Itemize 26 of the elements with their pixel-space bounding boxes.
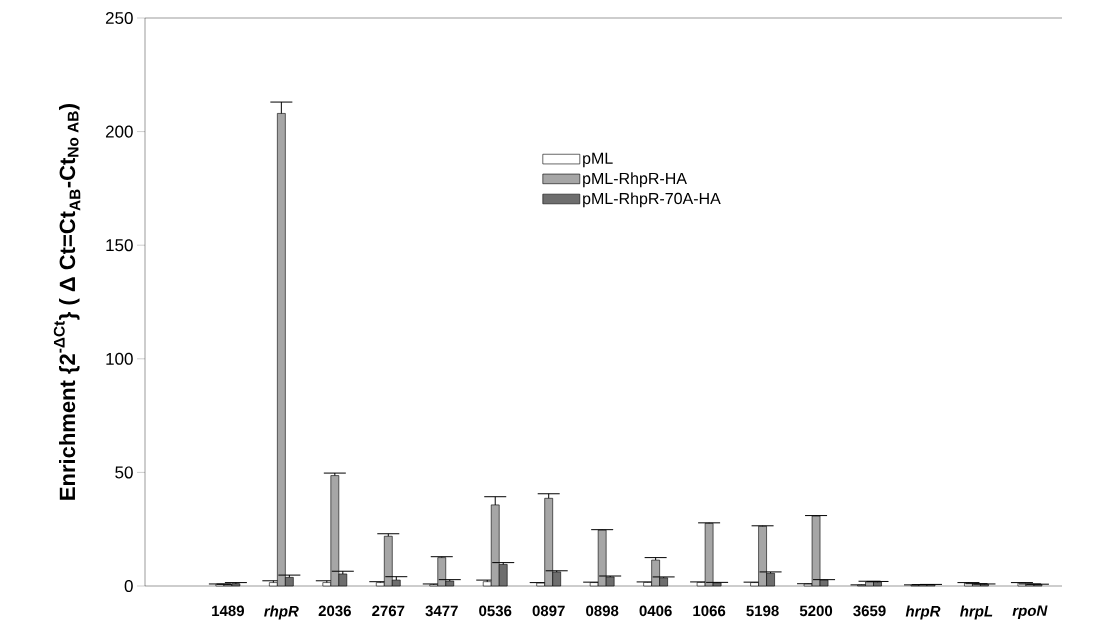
y-tick-label: 200 (105, 125, 133, 138)
x-tick-label: 3477 (425, 605, 458, 617)
x-tick-label: 5198 (746, 605, 779, 617)
x-tick-label: hrpL (960, 605, 993, 620)
x-tick-label: 2767 (372, 605, 405, 617)
y-tick-label: 250 (105, 11, 133, 25)
x-tick-label: 0406 (639, 605, 672, 617)
legend-label: pML-RhpR-70A-HA (583, 192, 721, 208)
x-tick-label: 0536 (479, 605, 512, 617)
y-axis-title: $\textbf{Enrichment \{2}^{\textbf{-ΔCt}}\textbf{\} ( Δ Ct=Ct}_{\textbf{AB}}\textbf{-Ct}_{\textbf{No AB}}\textbf{)}$ (53, 103, 81, 500)
x-tick-label: rhpR (264, 605, 299, 620)
y-tick-label: 150 (106, 239, 133, 252)
x-tick-label: 2036 (318, 605, 351, 617)
y-tick-label: 100 (106, 352, 133, 365)
x-tick-label: 1489 (212, 605, 244, 617)
x-tick-label: 1066 (693, 605, 726, 617)
x-tick-label: 0897 (532, 605, 565, 617)
y-tick-label: 50 (115, 466, 133, 479)
x-tick-label: rpoN (1012, 605, 1048, 619)
y-tick-label: 0 (124, 579, 133, 593)
x-tick-label: hrpR (905, 605, 941, 620)
x-tick-label: 0898 (586, 605, 619, 617)
x-tick-label: 3659 (853, 605, 886, 617)
legend-label: pML (583, 152, 613, 168)
x-tick-label: 5200 (799, 605, 833, 617)
legend-label: pML-RhpR-HA (583, 172, 687, 188)
